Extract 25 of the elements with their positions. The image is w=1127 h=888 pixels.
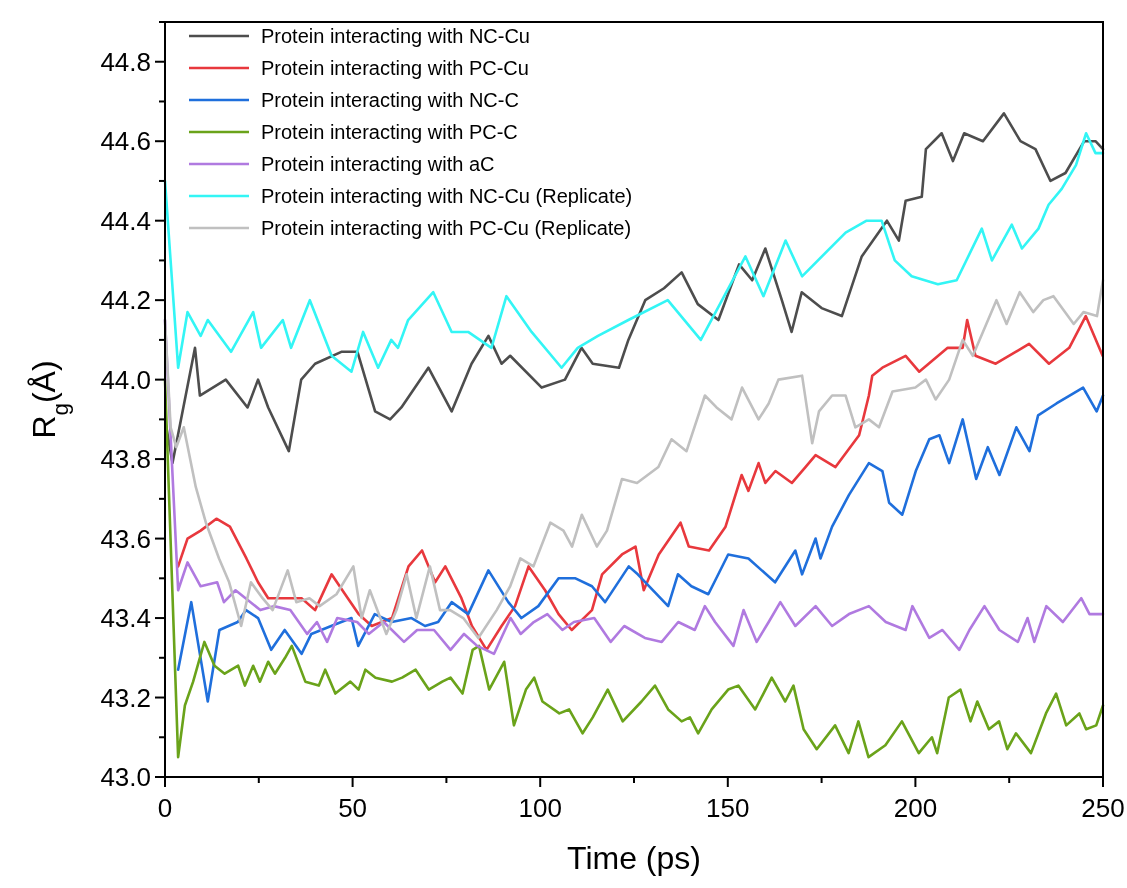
x-tick-label: 150 <box>706 793 750 823</box>
legend-label: Protein interacting with PC-Cu <box>261 57 529 79</box>
x-tick-label: 50 <box>338 793 368 823</box>
legend-label: Protein interacting with NC-C <box>261 89 519 111</box>
y-tick-label: 44.4 <box>100 205 151 236</box>
legend-label: Protein interacting with PC-Cu (Replicate) <box>261 217 632 239</box>
y-tick-label: 44.6 <box>100 126 151 157</box>
y-tick-label: 43.4 <box>100 603 151 634</box>
legend-label: Protein interacting with NC-Cu <box>261 25 530 47</box>
legend-label: Protein interacting with aC <box>261 153 495 175</box>
y-tick-label: 43.2 <box>100 682 151 713</box>
legend-label: Protein interacting with NC-Cu (Replicate) <box>261 185 633 207</box>
y-tick-label: 44.8 <box>100 46 151 77</box>
y-tick-label: 43.8 <box>100 444 151 475</box>
line-series <box>176 386 1105 703</box>
y-tick-label: 43.0 <box>100 762 151 793</box>
x-axis-title: Time (ps) <box>567 840 701 876</box>
x-tick-label: 200 <box>893 793 938 823</box>
x-tick-label: 0 <box>157 793 173 823</box>
x-tick-label: 250 <box>1081 793 1125 823</box>
legend-label: Protein interacting with PC-C <box>261 121 518 143</box>
x-tick-label: 100 <box>518 793 562 823</box>
y-tick-label: 44.0 <box>100 364 151 395</box>
y-tick-label: 43.6 <box>100 523 151 554</box>
y-tick-label: 44.2 <box>100 285 151 316</box>
